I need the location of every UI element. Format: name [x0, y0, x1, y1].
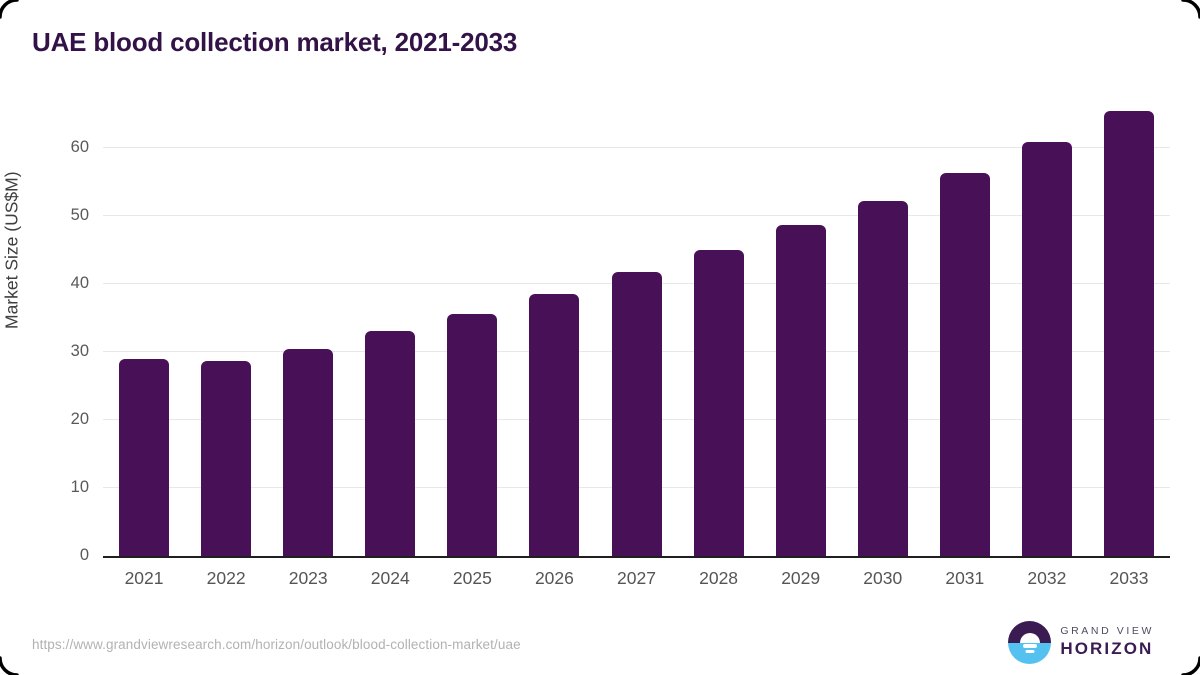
logo-ripple: [1025, 649, 1035, 654]
bar-2021: [119, 359, 170, 556]
x-tick-label: 2026: [534, 568, 574, 588]
x-tick-label: 2028: [699, 568, 739, 588]
bar-slot: [349, 331, 431, 556]
y-tick-label: 40: [70, 273, 89, 292]
bar-2030: [857, 200, 908, 556]
bar-chart-plot-area: 2021 2022 2023 2024 2025 2026 2027 2028 2029 2030…: [71, 100, 1170, 588]
x-tick-label: 2021: [124, 568, 164, 588]
y-tick-label: 20: [70, 409, 89, 428]
x-tick-label: 2030: [863, 568, 903, 588]
y-tick-label: 60: [70, 137, 89, 156]
logo-ripple: [1022, 644, 1037, 648]
x-tick-label: 2031: [945, 568, 985, 588]
x-axis-labels: 2021 2022 2023 2024 2025 2026 2027 2028 2029 2030…: [103, 568, 1170, 589]
bar-2033: [1103, 110, 1154, 556]
bar-2029: [775, 225, 826, 556]
x-tick-label: 2024: [370, 568, 410, 588]
logo-brand-name: GRAND VIEW: [1060, 625, 1154, 638]
bar-slot: [1006, 142, 1088, 556]
chart-title: UAE blood collection market, 2021-2033: [32, 27, 518, 57]
bar-slot: [267, 349, 349, 556]
gridline: [103, 146, 1170, 148]
bar-2023: [283, 349, 334, 556]
bar-2027: [611, 271, 662, 556]
x-tick-label: 2023: [288, 568, 328, 588]
horizon-sun-icon: [1008, 621, 1052, 664]
y-tick-label: 0: [79, 546, 89, 564]
bar-slot: [513, 293, 595, 556]
y-tick-label: 50: [70, 205, 89, 224]
x-tick-label: 2027: [617, 568, 656, 588]
logo-text: GRAND VIEW HORIZON: [1060, 625, 1154, 659]
bar-2024: [365, 331, 416, 556]
bar-slot: [760, 225, 842, 556]
bar-slot: [103, 359, 185, 556]
bar-2028: [693, 250, 744, 556]
y-tick-label: 10: [70, 477, 89, 496]
logo-sky: [1008, 621, 1052, 643]
x-tick-label: 2033: [1109, 568, 1149, 588]
y-axis-title: Market Size (US$M): [1, 171, 22, 329]
bar-2032: [1021, 142, 1072, 556]
bar-slot: [185, 360, 267, 556]
bar-2031: [939, 172, 990, 556]
x-tick-label: 2022: [206, 568, 246, 588]
y-tick-label: 30: [70, 341, 89, 360]
bars-container: [103, 100, 1170, 556]
bar-2022: [201, 360, 252, 556]
bar-slot: [431, 313, 513, 556]
bar-2025: [447, 313, 498, 556]
bar-slot: [678, 250, 760, 556]
logo-product-name: HORIZON: [1060, 639, 1154, 659]
grand-view-horizon-logo: GRAND VIEW HORIZON: [1008, 621, 1154, 664]
bar-slot: [595, 271, 677, 556]
gridline: [103, 214, 1170, 216]
source-url: https://www.grandviewresearch.com/horizo…: [32, 637, 521, 652]
bar-2026: [529, 293, 580, 556]
x-tick-label: 2029: [781, 568, 821, 588]
bar-slot: [1088, 110, 1170, 556]
bar-slot: [924, 172, 1006, 556]
bar-slot: [842, 200, 924, 556]
x-tick-label: 2025: [452, 568, 492, 588]
x-tick-label: 2032: [1027, 568, 1067, 588]
logo-sun: [1019, 632, 1040, 643]
